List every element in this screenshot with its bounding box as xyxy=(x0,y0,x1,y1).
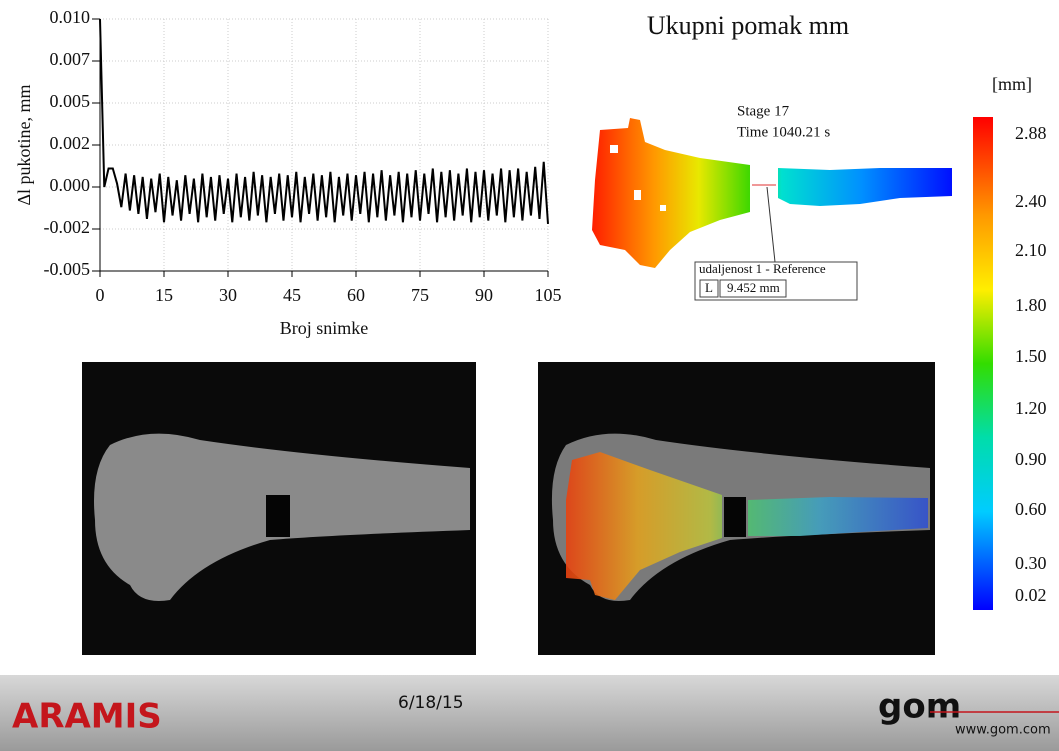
line-chart: Δl pukotine, mm Broj snimke -0.005 -0.002… xyxy=(14,7,561,338)
x-tick-label: 75 xyxy=(411,285,429,305)
logo: gom xyxy=(878,687,961,727)
colorbar-label: 0.02 xyxy=(1015,585,1047,605)
crack-gap xyxy=(266,495,290,537)
colorbar-unit: [mm] xyxy=(992,74,1032,94)
y-tick-label: 0.000 xyxy=(50,175,91,195)
colorbar-label: 2.88 xyxy=(1015,123,1047,143)
photo-right xyxy=(538,362,935,655)
y-tick-label: 0.002 xyxy=(50,133,91,153)
x-tick-label: 60 xyxy=(347,285,365,305)
measure-symbol-box xyxy=(699,279,719,298)
y-tick-label: 0.005 xyxy=(50,91,91,111)
x-tick-label: 0 xyxy=(96,285,105,305)
field-hole xyxy=(610,145,618,153)
measure-value: 9.452 mm xyxy=(727,280,780,295)
y-tick-label: 0.010 xyxy=(50,7,91,27)
x-tick-label: 30 xyxy=(219,285,237,305)
y-tick-label: 0.007 xyxy=(50,49,91,69)
time-label: Time 1040.21 s xyxy=(737,124,830,140)
colorbar-gradient xyxy=(973,117,993,610)
stage-label: Stage 17 xyxy=(737,103,790,119)
x-tick-label: 15 xyxy=(155,285,173,305)
footer-band xyxy=(0,675,1059,751)
measure-symbol: L xyxy=(705,280,713,295)
overlay-right xyxy=(748,497,928,536)
colorbar-label: 1.20 xyxy=(1015,398,1047,418)
y-tick-label: -0.005 xyxy=(44,259,91,279)
data-line xyxy=(99,18,549,225)
footer: ARAMIS 6/18/15 gom www.gom.com xyxy=(0,675,1059,751)
x-axis-label: Broj snimke xyxy=(280,318,369,338)
photo-left xyxy=(82,362,476,655)
colorbar-label: 0.90 xyxy=(1015,449,1047,469)
colorbar-label: 2.40 xyxy=(1015,191,1047,211)
overlay-left xyxy=(566,452,722,600)
field-hole xyxy=(634,190,641,200)
date: 6/18/15 xyxy=(398,693,464,713)
url: www.gom.com xyxy=(955,723,1051,738)
measure-box xyxy=(694,261,858,301)
product-name: ARAMIS xyxy=(12,697,162,737)
field-right xyxy=(778,168,952,206)
measure-name: udaljenost 1 - Reference xyxy=(699,261,826,276)
measure-value-box xyxy=(719,279,787,298)
colorbar-label: 1.50 xyxy=(1015,346,1047,366)
colorbar-label: 0.60 xyxy=(1015,499,1047,519)
displacement-field: udaljenost 1 - Reference L 9.452 mm xyxy=(592,118,952,301)
x-tick-label: 45 xyxy=(283,285,301,305)
field-title: Ukupni pomak mm xyxy=(647,11,849,40)
colorbar-label: 2.10 xyxy=(1015,240,1047,260)
leader-line xyxy=(766,186,776,263)
colorbar: [mm] 2.88 2.40 2.10 1.80 1.50 1.20 0.90 0.60 0.3… xyxy=(973,74,1047,610)
x-tick-label: 105 xyxy=(535,285,562,305)
colorbar-label: 0.30 xyxy=(1015,553,1047,573)
field-left xyxy=(592,118,750,268)
y-axis-label: Δl pukotine, mm xyxy=(14,84,34,205)
crack-gap xyxy=(724,497,746,537)
field-hole xyxy=(660,205,666,211)
y-tick-label: -0.002 xyxy=(44,217,91,237)
x-tick-label: 90 xyxy=(475,285,493,305)
colorbar-label: 1.80 xyxy=(1015,295,1047,315)
